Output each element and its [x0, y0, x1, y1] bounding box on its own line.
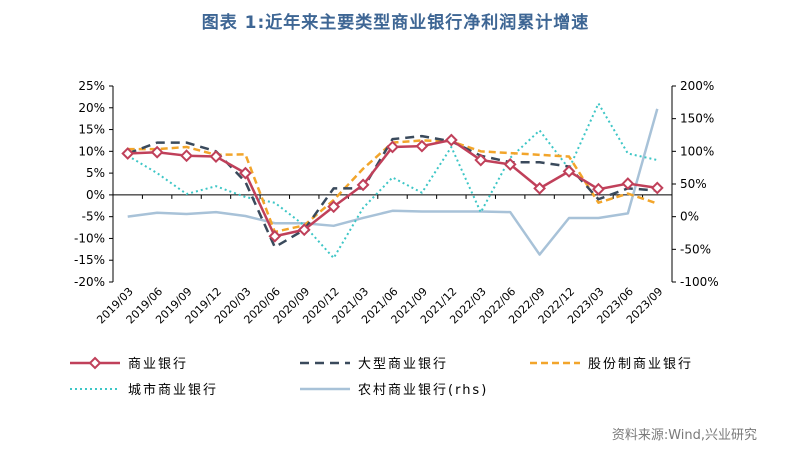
legend-label: 城市商业银行	[128, 382, 218, 398]
data-point-marker	[533, 181, 547, 195]
series-line	[127, 108, 659, 256]
y-right-tick-label: 50%	[680, 177, 707, 191]
data-point-marker	[238, 166, 252, 180]
data-point-marker	[650, 181, 664, 195]
chart-title: 图表 1:近年来主要类型商业银行净利润累计增速	[201, 13, 590, 33]
data-point-marker	[503, 157, 517, 171]
data-point-marker	[386, 140, 399, 154]
y-right-tick-label: 150%	[680, 112, 714, 126]
data-point-marker	[121, 147, 135, 160]
data-point-marker	[621, 177, 635, 190]
data-point-marker	[415, 139, 429, 153]
y-left-tick-label: -5%	[82, 210, 105, 224]
legend-marker	[88, 356, 102, 370]
data-point-marker	[474, 153, 488, 167]
legend-label: 商业银行	[128, 357, 188, 372]
data-point-marker	[209, 150, 223, 163]
data-point-marker	[327, 200, 341, 214]
y-left-tick-label: 20%	[78, 101, 105, 115]
y-left-tick-label: -15%	[74, 253, 105, 267]
data-point-marker	[180, 149, 193, 163]
series-line	[127, 102, 658, 260]
y-left-tick-label: 15%	[78, 123, 105, 137]
y-left-tick-label: 5%	[86, 166, 105, 180]
y-left-tick-label: -10%	[74, 231, 105, 245]
y-left-tick-label: -20%	[74, 275, 105, 289]
y-right-tick-label: -100%	[680, 275, 719, 289]
y-right-tick-label: 200%	[680, 79, 714, 93]
data-point-marker	[150, 145, 164, 159]
data-point-marker	[592, 182, 605, 196]
y-left-tick-label: 0%	[86, 188, 105, 202]
data-point-marker	[562, 164, 576, 178]
legend-label: 农村商业银行(rhs)	[358, 383, 488, 398]
data-point-marker	[356, 178, 370, 192]
y-left-tick-label: 25%	[78, 79, 105, 93]
y-right-tick-label: -50%	[680, 242, 711, 256]
legend-label: 大型商业银行	[358, 357, 448, 372]
source-note: 资料来源:Wind,兴业研究	[611, 428, 757, 443]
y-left-tick-label: 10%	[78, 144, 105, 158]
data-point-marker	[444, 133, 458, 147]
legend-label: 股份制商业银行	[588, 357, 693, 372]
data-point-marker	[297, 223, 311, 237]
data-point-marker	[268, 229, 282, 243]
y-right-tick-label: 100%	[680, 144, 714, 158]
y-right-tick-label: 0%	[680, 210, 699, 224]
